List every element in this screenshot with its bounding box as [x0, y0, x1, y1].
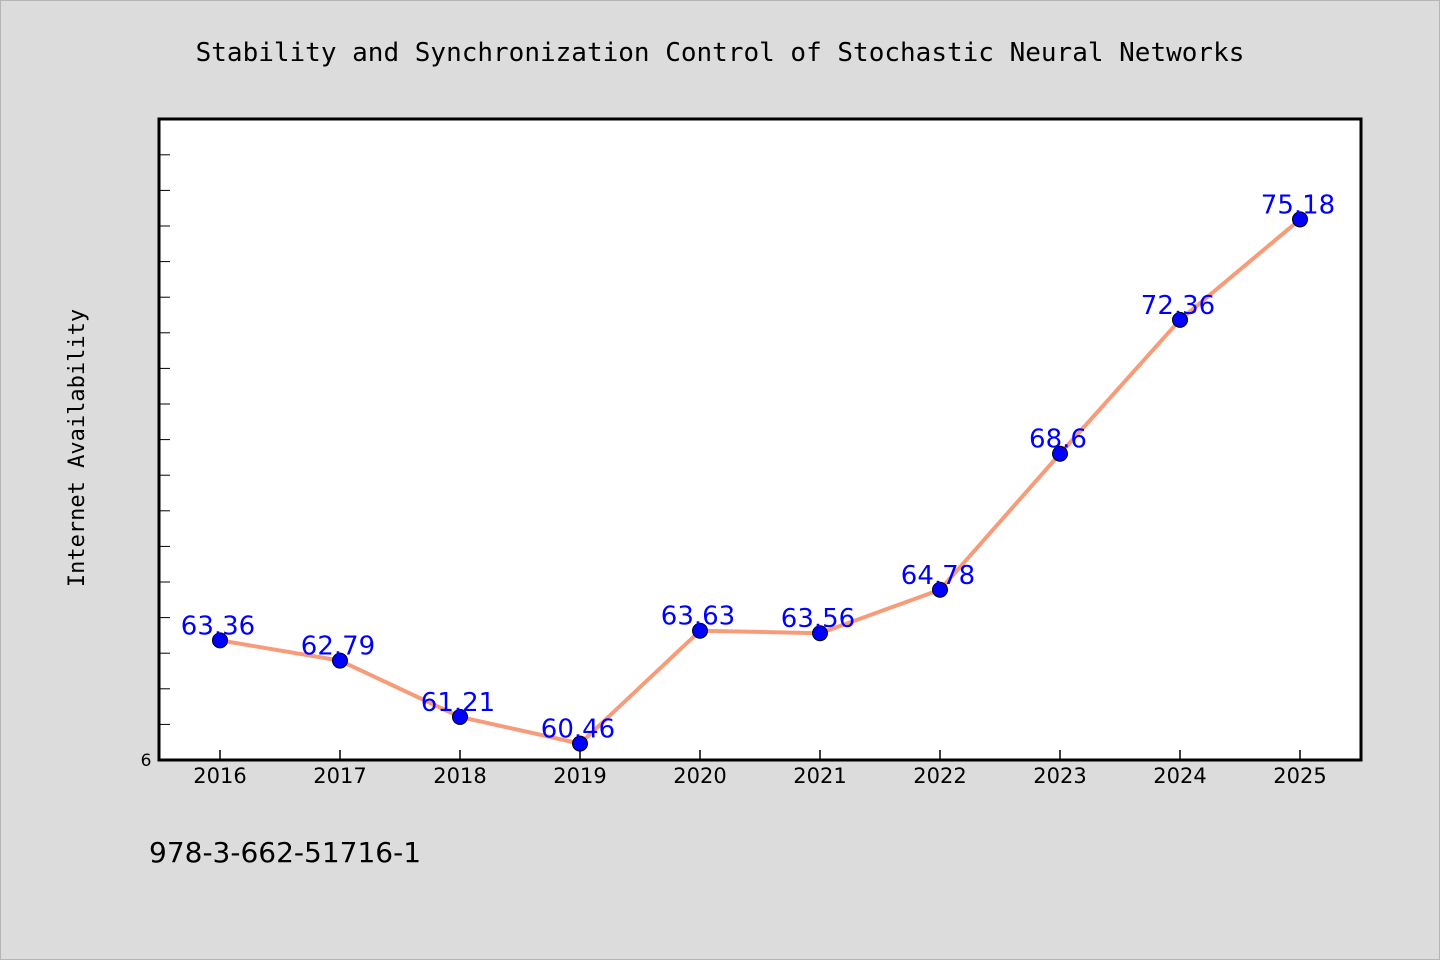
x-tick-label: 2018: [433, 764, 486, 788]
data-point: [452, 708, 468, 725]
y-tick-label: 6: [141, 751, 152, 771]
x-tick-label: 2024: [1153, 764, 1206, 788]
data-label: 60.46: [541, 715, 615, 745]
data-point: [332, 652, 348, 669]
y-axis-label: Internet Availability: [65, 309, 90, 587]
data-label: 68.6: [1029, 425, 1087, 455]
x-tick-label: 2019: [553, 764, 606, 788]
data-label: 62.79: [301, 632, 375, 662]
data-label: 63.63: [661, 602, 735, 632]
data-label: 72.36: [1141, 291, 1215, 321]
isbn-text: 978-3-662-51716-1: [149, 836, 421, 869]
x-axis-ticks: 2016 2017 2018 2019 2020 2021 2022 2023 2024 2025: [193, 750, 1327, 788]
x-tick-label: 2020: [673, 764, 726, 788]
x-tick-label: 2025: [1273, 764, 1326, 788]
series-markers: [212, 211, 1308, 752]
x-tick-label: 2021: [793, 764, 846, 788]
series-line: [218, 217, 1302, 746]
data-label: 75.18: [1261, 190, 1335, 220]
data-label: 63.56: [781, 604, 855, 634]
chart-title: Stability and Synchronization Control of…: [196, 38, 1245, 68]
data-point: [1172, 311, 1188, 328]
x-tick-label: 2023: [1033, 764, 1086, 788]
data-point: [572, 735, 588, 752]
x-tick-label: 2017: [313, 764, 366, 788]
data-labels: 63.36 62.79 61.21 60.46 63.63 63.56 64.78 68.6 7…: [181, 190, 1335, 744]
data-point: [212, 632, 228, 649]
y-axis-ticks: [160, 154, 170, 725]
data-point: [1052, 445, 1068, 462]
data-label: 64.78: [901, 561, 975, 591]
data-label: 61.21: [421, 688, 495, 718]
data-point: [932, 581, 948, 598]
data-point: [812, 625, 828, 642]
data-point: [1292, 211, 1308, 228]
x-tick-label: 2016: [193, 764, 246, 788]
data-label: 63.36: [181, 611, 255, 641]
data-point: [692, 622, 708, 639]
x-tick-label: 2022: [913, 764, 966, 788]
plot-area: [157, 117, 1363, 762]
